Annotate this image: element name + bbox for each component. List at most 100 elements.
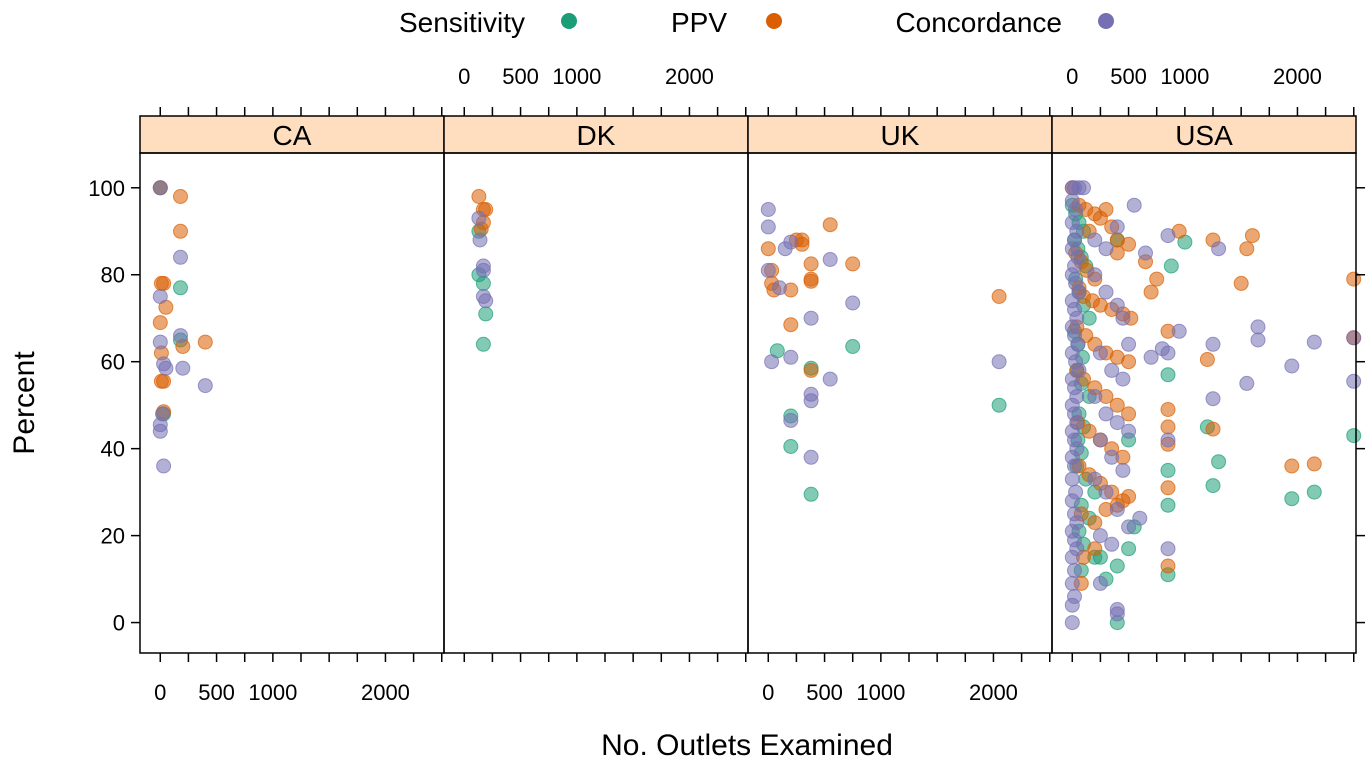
point-sensitivity	[475, 336, 491, 352]
point-concordance	[152, 334, 168, 350]
point-concordance	[1121, 336, 1137, 352]
point-concordance	[1115, 371, 1131, 387]
x-tick-label: 0	[154, 680, 166, 705]
point-concordance	[1205, 336, 1221, 352]
x-tick-label: 1000	[552, 64, 601, 89]
strip-label-ca: CA	[273, 120, 312, 151]
point-concordance	[803, 310, 819, 326]
point-concordance	[1109, 502, 1125, 517]
point-sensitivity	[845, 339, 861, 354]
point-concordance	[156, 458, 172, 474]
point-concordance	[1171, 323, 1187, 339]
point-ppv	[822, 217, 838, 233]
point-concordance	[764, 354, 780, 370]
point-concordance	[1098, 241, 1114, 257]
point-ppv	[1121, 489, 1137, 504]
point-ppv	[803, 273, 819, 289]
y-tick-label: 100	[88, 176, 125, 201]
y-tick-label: 20	[101, 524, 125, 549]
point-ppv	[1143, 284, 1159, 300]
point-concordance	[173, 249, 188, 265]
strip-uk	[747, 115, 1053, 154]
strip-label-usa: USA	[1175, 120, 1233, 151]
x-tick-label: 1000	[248, 680, 297, 705]
y-tick-label: 80	[101, 263, 125, 288]
legend-marker-concordance	[1098, 13, 1114, 29]
point-concordance	[475, 262, 491, 278]
point-concordance	[760, 202, 776, 217]
point-concordance	[152, 180, 168, 196]
point-concordance	[1250, 332, 1266, 348]
panel-frame-uk	[747, 152, 1053, 654]
point-ppv	[1087, 541, 1103, 557]
panel-usa: USA	[1051, 115, 1362, 654]
y-tick-label: 60	[101, 350, 125, 375]
point-concordance	[1211, 241, 1227, 257]
point-concordance	[1098, 406, 1114, 422]
point-ppv	[1244, 228, 1260, 244]
x-tick-label: 500	[198, 680, 235, 705]
point-concordance	[1132, 510, 1148, 526]
point-sensitivity	[173, 280, 188, 296]
point-ppv	[156, 275, 172, 291]
point-concordance	[1346, 330, 1362, 346]
right-axis	[1356, 187, 1365, 624]
left-axis: 0 20 40 60 80 100	[88, 176, 140, 636]
point-concordance	[783, 412, 799, 428]
point-sensitivity	[1211, 454, 1227, 470]
point-concordance	[1087, 471, 1103, 487]
point-ppv	[783, 317, 799, 333]
point-concordance	[472, 232, 488, 248]
points-uk	[760, 202, 1007, 502]
point-concordance	[1109, 606, 1125, 622]
point-concordance	[1138, 245, 1153, 261]
point-concordance	[1064, 493, 1080, 509]
point-concordance	[1092, 575, 1108, 591]
point-sensitivity	[1205, 478, 1221, 494]
point-sensitivity	[1160, 462, 1176, 478]
bottom-axis: 0 500 1000 2000 0 500 1000 2000	[154, 653, 1355, 705]
point-ppv	[803, 256, 819, 272]
point-sensitivity	[1160, 497, 1176, 513]
point-concordance	[1087, 389, 1103, 404]
x-tick-label: 0	[1066, 64, 1078, 89]
point-ppv	[1233, 275, 1249, 291]
point-sensitivity	[1346, 428, 1362, 444]
point-concordance	[1109, 219, 1125, 235]
point-concordance	[1104, 536, 1120, 552]
point-concordance	[1160, 432, 1176, 448]
point-concordance	[152, 423, 168, 439]
point-concordance	[1087, 267, 1103, 283]
legend-marker-sensitivity	[561, 13, 577, 29]
point-concordance	[1306, 334, 1322, 350]
point-ppv	[1205, 421, 1221, 437]
point-sensitivity	[1121, 541, 1137, 557]
point-ppv	[760, 241, 776, 257]
point-ppv	[197, 334, 213, 350]
point-ppv	[156, 373, 172, 389]
point-concordance	[1098, 284, 1114, 300]
point-ppv	[1160, 480, 1176, 496]
x-axis-title: No. Outlets Examined	[601, 729, 893, 761]
top-axis: 0 500 1000 2000 0 500 1000 2000	[159, 64, 1355, 116]
panel-frame-usa	[1051, 152, 1357, 654]
point-concordance	[173, 328, 188, 344]
x-tick-label: 2000	[361, 680, 410, 705]
x-tick-label: 500	[502, 64, 539, 89]
point-concordance	[1064, 597, 1080, 613]
point-ppv	[845, 256, 861, 272]
strip-label-dk: DK	[577, 120, 616, 151]
point-concordance	[1284, 358, 1300, 374]
point-ppv	[991, 289, 1007, 304]
point-concordance	[1143, 349, 1159, 365]
point-concordance	[760, 219, 776, 235]
y-tick-label: 40	[101, 437, 125, 462]
point-ppv	[173, 223, 188, 239]
panel-uk: UK	[747, 115, 1053, 654]
point-ppv	[152, 315, 168, 331]
x-tick-label: 2000	[665, 64, 714, 89]
point-ppv	[1239, 241, 1255, 257]
point-concordance	[1160, 228, 1176, 244]
point-ppv	[1087, 515, 1103, 531]
strip-dk	[443, 115, 749, 154]
